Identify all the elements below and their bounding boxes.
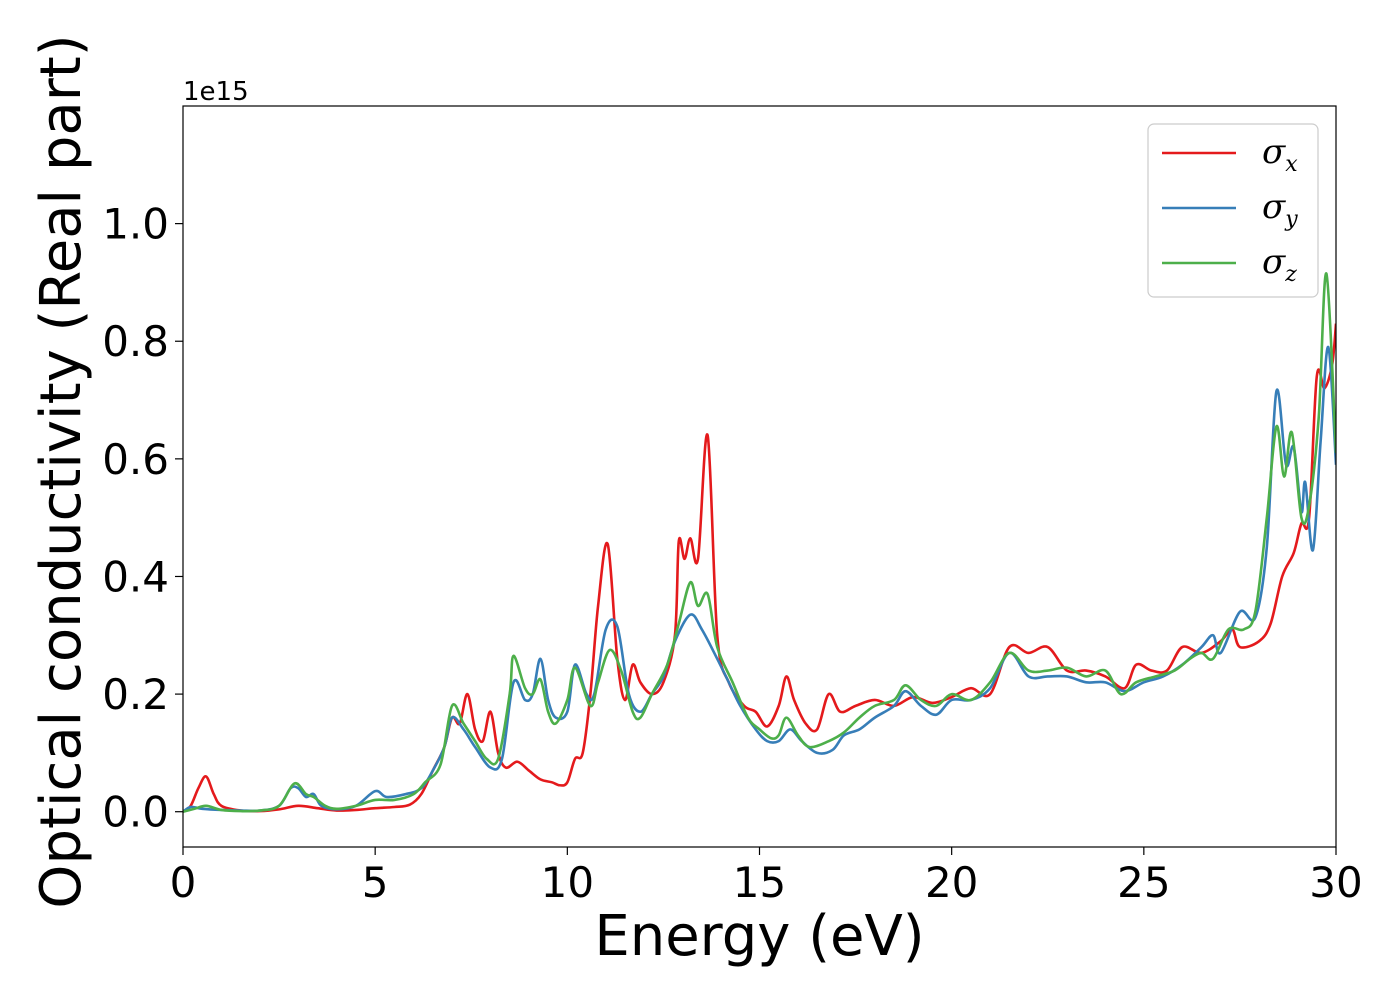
x-axis-title: Energy (eV): [594, 904, 924, 969]
x-tick-label: 20: [925, 858, 978, 907]
x-tick-label: 30: [1309, 858, 1362, 907]
y-tick-label: 0.8: [102, 317, 169, 366]
legend-label-sigma-z: σz: [1262, 242, 1297, 287]
series-line-sigma-x: [183, 323, 1336, 813]
y-tick-label: 0.4: [102, 552, 169, 601]
axis-ticks: 0 5 10 15 20 25 30 0.0 0.2 0.4 0.6 0.8 1.0: [102, 200, 1363, 907]
y-tick-label: 0.2: [102, 670, 169, 719]
y-offset-text: 1e15: [183, 77, 249, 107]
x-tick-label: 0: [170, 858, 197, 907]
y-tick-label: 1.0: [102, 200, 169, 249]
legend: σx σy σz: [1147, 123, 1319, 298]
y-tick-label: 0.0: [102, 788, 169, 837]
legend-label-sigma-y: σy: [1262, 187, 1298, 232]
legend-box: [1147, 123, 1319, 298]
series-lines: [183, 272, 1336, 813]
series-line-sigma-z: [183, 272, 1336, 813]
x-tick-label: 25: [1117, 858, 1170, 907]
x-tick-label: 15: [733, 858, 786, 907]
x-tick-label: 10: [541, 858, 594, 907]
legend-label-sigma-x: σx: [1262, 132, 1298, 177]
series-line-sigma-y: [183, 345, 1336, 813]
y-tick-label: 0.6: [102, 435, 169, 484]
y-axis-title: Optical conductivity (Real part): [29, 34, 94, 908]
x-tick-label: 5: [362, 858, 389, 907]
